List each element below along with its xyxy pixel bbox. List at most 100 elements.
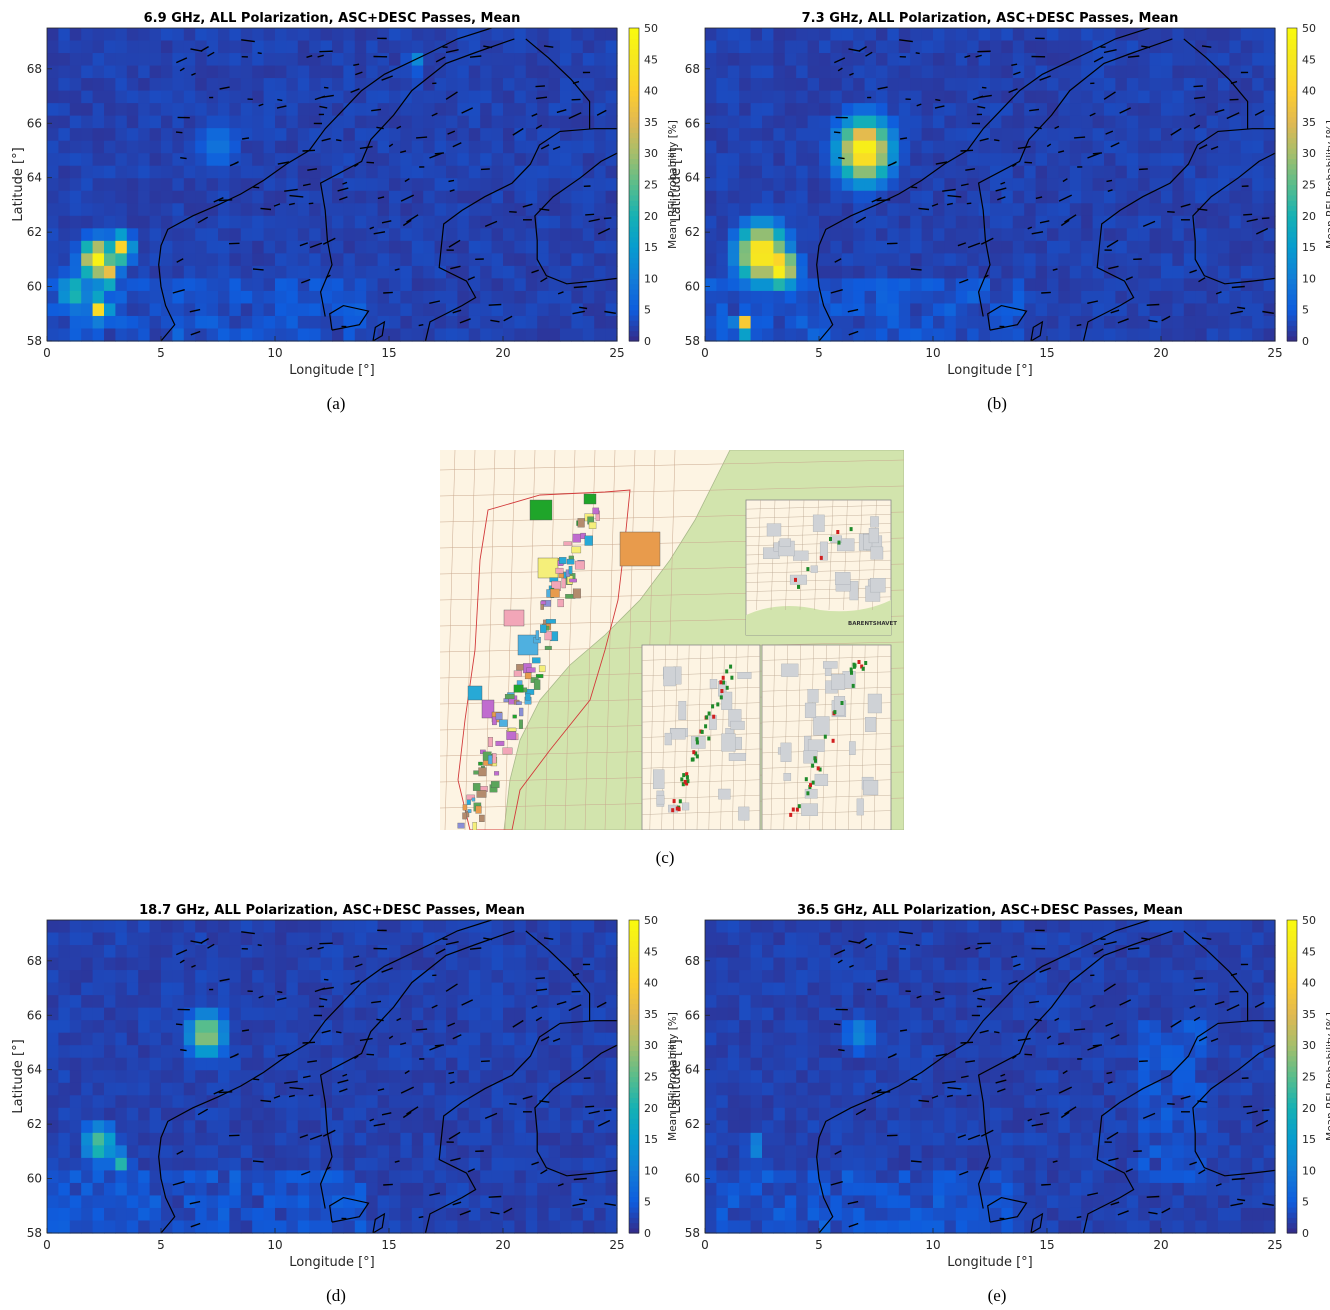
licence-block [513, 684, 524, 693]
heatmap-cell [537, 1157, 550, 1171]
heatmap-cell [286, 78, 299, 92]
fjord-mark [213, 1089, 224, 1095]
heatmap-cell [1001, 215, 1014, 229]
colorbar-segment [629, 1029, 639, 1036]
heatmap-cell [183, 78, 196, 92]
heatmap-cell [525, 253, 538, 267]
heatmap-cell [47, 1095, 59, 1109]
fjord-mark [434, 1044, 444, 1047]
licence-block [499, 719, 508, 727]
heatmap-cell [1058, 278, 1071, 292]
heatmap-cell [343, 240, 356, 254]
heatmap-cell [92, 1132, 105, 1146]
heatmap-cell [423, 315, 436, 330]
y-tick-label: 66 [685, 116, 700, 130]
heatmap-cell [332, 1170, 344, 1184]
heatmap-cell [229, 178, 242, 192]
fjord-mark [556, 109, 567, 114]
heatmap-cell [705, 1007, 717, 1021]
y-tick-label: 60 [27, 1172, 42, 1186]
heatmap-cell [876, 253, 888, 267]
heatmap-cell [400, 1157, 413, 1171]
heatmap-cell [560, 203, 572, 217]
heatmap-cell [503, 1032, 515, 1046]
heatmap-cell [1240, 140, 1253, 154]
licence-block [478, 761, 483, 766]
heatmap-cell [263, 1032, 276, 1046]
fjord-mark [180, 157, 187, 160]
coastline [372, 320, 386, 341]
heatmap-cell [1001, 140, 1014, 154]
heatmap-cell [104, 982, 116, 996]
colorbar-tick-label: 30 [644, 147, 658, 160]
heatmap-cell [582, 995, 595, 1009]
heatmap-cell [571, 28, 584, 42]
licence-block [481, 699, 495, 719]
heatmap-cell [434, 103, 447, 117]
field-marker [849, 667, 853, 672]
heatmap-cell [138, 1170, 151, 1184]
heatmap-cell [762, 1132, 774, 1146]
heatmap-cell [332, 53, 344, 67]
colorbar-segment [1287, 325, 1297, 332]
heatmap-cell [400, 240, 413, 254]
fjord-mark [536, 96, 548, 100]
heatmap-cell [594, 103, 607, 117]
licence-block [462, 812, 467, 820]
heatmap-cell [69, 1207, 82, 1222]
heatmap-cell [784, 315, 797, 330]
heatmap-cell [229, 1157, 242, 1171]
heatmap-cell [853, 103, 866, 117]
heatmap-cell [434, 1020, 447, 1034]
fjord-mark [1246, 218, 1258, 223]
heatmap-cell [161, 1082, 173, 1096]
heatmap-cell [1069, 178, 1082, 192]
heatmap-cell [1024, 53, 1037, 67]
heatmap-cell [1229, 278, 1242, 292]
colorbar-segment [1287, 111, 1297, 118]
colorbar-segment [1287, 278, 1297, 285]
heatmap-cell [1172, 315, 1185, 330]
heatmap-cell [1252, 153, 1265, 167]
heatmap-cell [525, 1207, 538, 1222]
heatmap-cell [354, 190, 367, 204]
heatmap-cell [218, 1070, 230, 1084]
heatmap-cell [229, 303, 242, 317]
heatmap-cell [716, 178, 729, 192]
colorbar-label: Mean RFI Probability [%] [667, 1012, 679, 1141]
heatmap-cell [548, 1220, 561, 1234]
field-marker [795, 807, 799, 812]
heatmap-cell [468, 78, 481, 92]
heatmap-cell [978, 78, 991, 92]
heatmap-cell [446, 995, 458, 1009]
heatmap-cell [739, 1207, 752, 1222]
heatmap-cell [898, 103, 911, 117]
heatmap-cell [457, 78, 470, 92]
heatmap-cell [853, 315, 866, 330]
heatmap-cell [457, 278, 470, 292]
fjord-mark [308, 1094, 314, 1097]
heatmap-cell [252, 178, 265, 192]
heatmap-cell [297, 1145, 310, 1159]
field-marker [831, 738, 835, 743]
colorbar-segment [1287, 90, 1297, 97]
heatmap-cell [548, 90, 561, 104]
heatmap-cell [252, 128, 265, 142]
heatmap-cell [571, 203, 584, 217]
heatmap-cell [286, 1195, 299, 1209]
heatmap-cell [411, 1020, 424, 1034]
heatmap-cell [126, 982, 139, 996]
heatmap-cell [537, 995, 550, 1009]
heatmap-cell [195, 65, 208, 79]
fjord-mark [252, 268, 264, 271]
heatmap-cell [548, 970, 561, 984]
heatmap-cell [1092, 315, 1105, 330]
licence-block [728, 753, 747, 761]
heatmap-cell [275, 1032, 287, 1046]
heatmap-cell [1206, 53, 1219, 67]
heatmap-cell [1069, 328, 1082, 342]
heatmap-cell [898, 215, 911, 229]
heatmap-cell [366, 920, 379, 934]
fjord-mark [337, 1079, 349, 1084]
heatmap-cell [366, 65, 379, 79]
